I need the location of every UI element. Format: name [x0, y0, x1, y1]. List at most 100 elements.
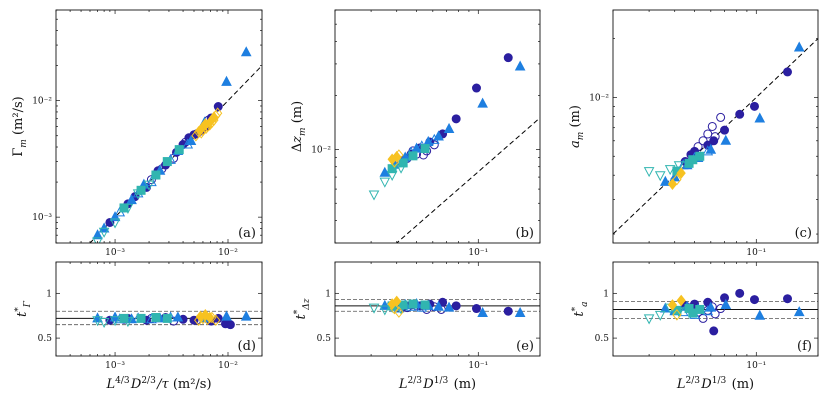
y-tick-label: 0.5 — [595, 334, 610, 344]
teal-square-point — [119, 203, 129, 213]
teal-triangle-down-point — [654, 171, 666, 182]
y-label-sub: a — [580, 301, 590, 306]
teal-triangle-down-point — [379, 305, 391, 316]
blue-triangle-up-point — [172, 311, 184, 322]
x-label-text: D — [130, 377, 142, 392]
yellow-diamond-point — [394, 149, 404, 161]
yellow-diamond-point — [202, 313, 213, 326]
y-label-sup: * — [293, 309, 303, 314]
series-teal-open-down-triangles — [368, 163, 407, 201]
yellow-diamond-point — [201, 122, 211, 135]
x-tick-label: 10⁻³ — [105, 248, 125, 258]
y-label-main: a — [568, 140, 583, 148]
x-tick-label: 10⁻¹ — [746, 361, 766, 371]
y-label-unit: (m) — [568, 105, 583, 132]
navy-circle-point — [783, 67, 793, 77]
y-label-sub: m — [576, 132, 586, 141]
yellow-diamond-point — [194, 314, 204, 326]
y-label-unit: (m) — [290, 101, 305, 128]
teal-triangle-down-point — [92, 237, 103, 243]
blue-triangle-up-point — [240, 46, 252, 57]
panel-d: 10⁻³ 10⁻² 0.5 1 (d) t*Γ L4/3 D2/3 /τ (m²/s) — [14, 261, 263, 392]
series-yellow-open-diamonds — [672, 173, 682, 186]
blue-triangle-up-point — [379, 166, 391, 177]
teal-square-point — [119, 313, 129, 323]
navy-circle-point — [471, 304, 481, 314]
blue-triangle-up-point — [754, 112, 766, 123]
fit-line — [395, 117, 540, 243]
yellow-diamond-point — [676, 294, 686, 307]
series-blue-filled-triangles — [92, 46, 252, 240]
y-tick-label: 10⁻² — [32, 97, 52, 107]
x-label-sup: 4/3 — [115, 376, 130, 386]
panel-b: 10⁻¹ 10⁻² (b) Δzm (m) — [290, 9, 541, 258]
teal-square-point — [688, 155, 698, 165]
plot-area-a — [89, 46, 262, 243]
blue-triangle-up-point — [443, 122, 455, 133]
y-label-sup: * — [14, 307, 24, 312]
y-tick-label: 10⁻² — [311, 145, 331, 155]
navy-circle-point — [693, 142, 703, 152]
x-label-unit: (m) — [454, 377, 476, 392]
plot-area-f — [613, 288, 818, 336]
blue-triangle-up-point — [443, 301, 455, 312]
navy-circle-point — [451, 301, 461, 311]
series-teal-filled-squares — [119, 145, 184, 213]
y-label-sub: Δz — [302, 298, 312, 310]
teal-square-point — [136, 185, 146, 195]
axes-frame — [334, 9, 541, 244]
yellow-diamond-point — [196, 126, 206, 139]
navy-circle-point — [698, 136, 708, 146]
blue-triangle-up-point — [182, 138, 194, 149]
plot-area-d — [56, 309, 262, 330]
teal-triangle-down-point — [368, 303, 380, 314]
axes-frame — [612, 261, 819, 357]
blue-triangle-up-point — [126, 194, 137, 205]
panel-label: (c) — [795, 226, 812, 241]
x-label-unit: (m) — [732, 377, 754, 392]
y-tick-label: 10⁻³ — [32, 213, 52, 223]
navy-circle-point — [749, 295, 759, 305]
navy-circle-point — [749, 101, 759, 111]
yellow-diamond-point — [672, 309, 682, 321]
navy-circle-point — [735, 109, 745, 119]
y-label-sup: * — [571, 306, 581, 311]
teal-square-point — [408, 151, 418, 161]
x-label-text: L — [105, 377, 115, 392]
blue-triangle-up-point — [379, 299, 391, 310]
x-tick-label: 10⁻² — [218, 361, 238, 371]
yellow-diamond-point — [211, 110, 221, 122]
navy-circle-point — [720, 293, 730, 303]
x-label-text: D — [422, 377, 434, 392]
blue-triangle-up-point — [433, 300, 444, 311]
teal-triangle-down-point — [368, 190, 380, 201]
teal-square-point — [398, 300, 408, 310]
yellow-diamond-point — [209, 114, 219, 126]
y-axis-label: Δzm (m) — [290, 101, 308, 152]
teal-triangle-down-point — [98, 317, 110, 329]
axes-frame — [334, 261, 541, 357]
axes-frame — [612, 9, 819, 244]
y-axis-label: t*Δz — [293, 298, 312, 319]
navy-circle-point — [709, 326, 719, 336]
teal-triangle-down-point — [143, 180, 155, 191]
panel-a: 10⁻³ 10⁻²10⁻³10⁻²(a)Γm (m²/s) — [11, 9, 263, 258]
blue-triangle-up-point — [92, 229, 103, 240]
y-axis-label: Γm (m²/s) — [11, 96, 29, 156]
y-label-sub: m — [19, 139, 29, 148]
teal-triangle-down-point — [664, 165, 676, 176]
blue-triangle-up-point — [477, 306, 488, 318]
series-yellow-open-diamonds — [389, 149, 404, 168]
y-label-main: t — [572, 311, 587, 317]
navy-circle-point — [503, 53, 513, 63]
teal-square-point — [398, 158, 408, 168]
series-yellow-open-diamonds — [672, 309, 682, 321]
x-axis-label: L2/3 D1/3 (m) — [398, 376, 476, 392]
y-axis-label: t*a — [571, 301, 590, 316]
blue-triangle-up-point — [240, 310, 252, 321]
y-axis-label: t*Γ — [14, 300, 33, 317]
navy-circle-point — [710, 132, 720, 142]
x-label-unit: (m²/s) — [173, 377, 212, 392]
yellow-diamond-point — [191, 129, 201, 142]
